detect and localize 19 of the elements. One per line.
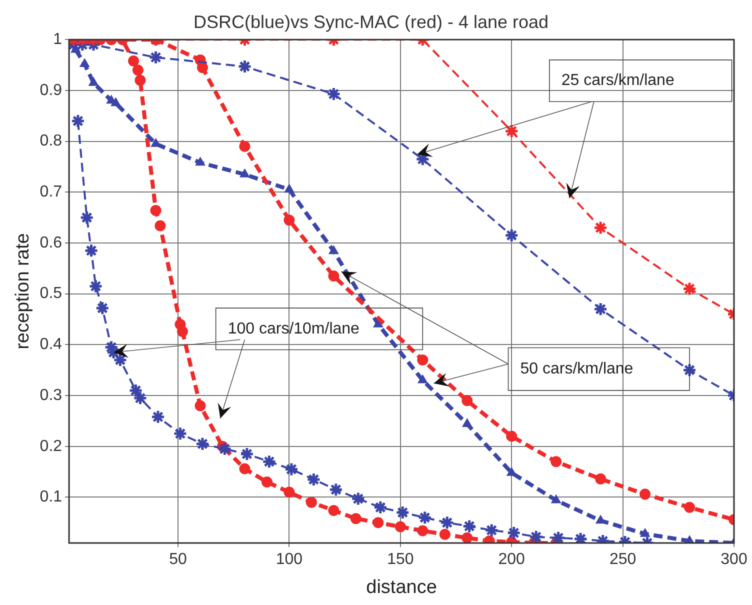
y-tick-label: 0.5	[40, 285, 62, 302]
y-tick-label: 1	[53, 31, 62, 48]
x-tick-label: 100	[276, 551, 303, 568]
x-tick-label: 200	[498, 551, 526, 568]
x-tick-label: 250	[609, 551, 636, 568]
y-tick-label: 0.4	[40, 336, 62, 354]
chart-title: DSRC(blue)vs Sync-MAC (red) - 4 lane road	[193, 12, 549, 32]
y-tick-label: 0.9	[40, 82, 62, 99]
x-tick-label: 50	[169, 551, 188, 568]
y-tick-label: 0.3	[40, 386, 62, 404]
y-axis-title: reception rate	[12, 233, 34, 350]
x-axis-title: distance	[366, 576, 437, 598]
y-tick-label: 0.8	[40, 132, 62, 150]
y-tick-label: 0.6	[40, 234, 62, 252]
x-tick-label: 150	[387, 551, 414, 568]
x-tick-label: 300	[720, 551, 748, 568]
y-tick-label: 0.1	[40, 488, 62, 506]
y-tick-label: 0.2	[40, 438, 62, 455]
y-tick-label: 0.7	[40, 184, 62, 201]
